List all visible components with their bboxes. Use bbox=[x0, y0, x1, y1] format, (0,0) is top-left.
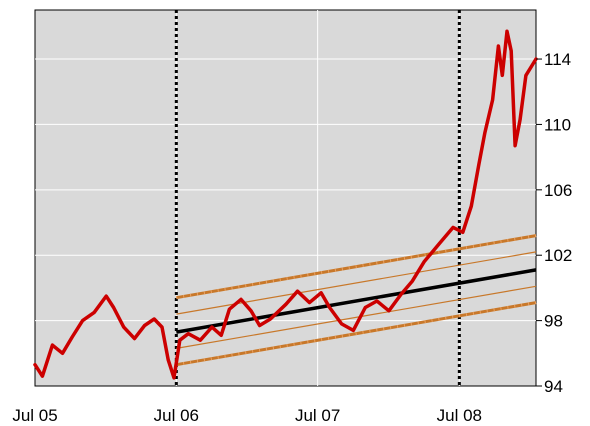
y-tick-label: 110 bbox=[544, 115, 571, 134]
series-lines bbox=[33, 29, 538, 380]
x-tick-label: Jul 05 bbox=[12, 406, 57, 425]
y-axis-ticks: 94 98 102 106 110 114 bbox=[536, 50, 572, 396]
outer-band-upper-dots bbox=[176, 234, 537, 300]
x-tick-label: Jul 07 bbox=[295, 406, 340, 425]
inner-band-lower-line bbox=[176, 285, 537, 349]
actual-series-line bbox=[33, 29, 538, 380]
y-tick-label: 98 bbox=[544, 312, 563, 331]
outer-band-lower-dots bbox=[176, 301, 537, 367]
plot-area bbox=[34, 9, 537, 387]
x-axis-ticks: Jul 05 Jul 06 Jul 07 Jul 08 bbox=[12, 406, 482, 425]
trend-line bbox=[176, 268, 537, 334]
y-tick-label: 102 bbox=[544, 246, 572, 265]
vertical-markers bbox=[174, 10, 461, 386]
x-tick-label: Jul 06 bbox=[154, 406, 199, 425]
band-lines bbox=[176, 234, 537, 367]
x-tick-label: Jul 08 bbox=[437, 406, 482, 425]
y-tick-label: 94 bbox=[544, 377, 563, 396]
y-tick-label: 106 bbox=[544, 181, 572, 200]
y-tick-label: 114 bbox=[544, 50, 571, 69]
